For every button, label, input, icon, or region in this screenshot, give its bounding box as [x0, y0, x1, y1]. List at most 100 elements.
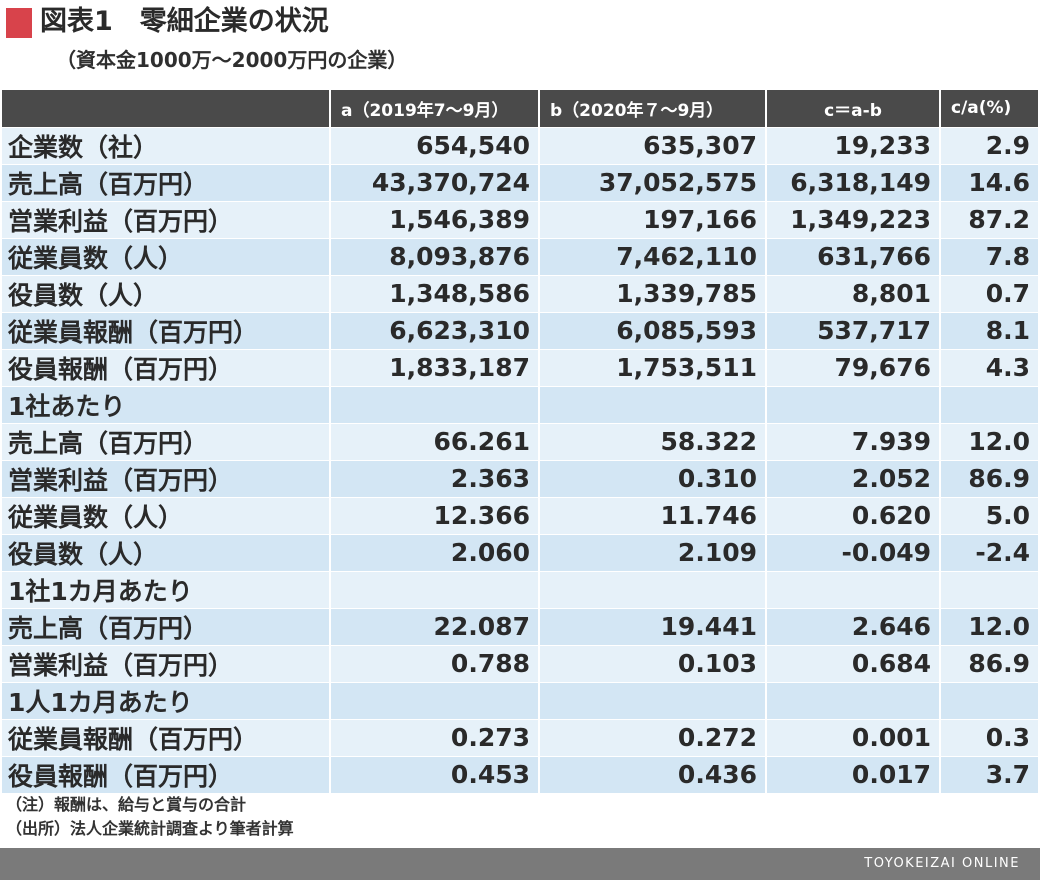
row-label: 営業利益（百万円） — [2, 644, 330, 682]
notes: （注）報酬は、給与と賞与の合計 （出所）法人企業統計調査より筆者計算 — [6, 793, 294, 841]
table-cell: 537,717 — [765, 311, 940, 349]
brand-text: TOYOKEIZAI ONLINE — [864, 856, 1020, 871]
table-cell: 4.3 — [939, 348, 1038, 386]
row-label: 売上高（百万円） — [2, 163, 330, 201]
row-label: 売上高（百万円） — [2, 607, 330, 645]
row-label: 企業数（社） — [2, 126, 330, 164]
table-cell: 79,676 — [765, 348, 940, 386]
table-cell: 1,546,389 — [329, 200, 539, 238]
table-cell: 1,833,187 — [329, 348, 539, 386]
table-row: 役員報酬（百万円） 0.453 0.436 0.017 3.7 — [2, 755, 1038, 793]
table-cell: 0.001 — [765, 718, 940, 756]
table-row: 売上高（百万円） 22.087 19.441 2.646 12.0 — [2, 607, 1038, 645]
table-cell: 0.103 — [538, 644, 766, 682]
table-cell: 0.017 — [765, 755, 940, 793]
table-cell: 5.0 — [939, 496, 1038, 534]
table-cell: 1,349,223 — [765, 200, 940, 238]
table-cell: 0.453 — [329, 755, 539, 793]
table-cell: 66.261 — [329, 422, 539, 460]
column-header-label — [2, 90, 330, 127]
table-cell — [939, 570, 1038, 608]
table-cell: 0.436 — [538, 755, 766, 793]
table-cell — [939, 681, 1038, 719]
table-cell: 12.0 — [939, 422, 1038, 460]
column-header-ratio: c/a(%) — [939, 90, 1038, 127]
table-cell — [538, 385, 766, 423]
table-cell: 19.441 — [538, 607, 766, 645]
row-label: 1人1カ月あたり — [2, 681, 330, 719]
row-label: 営業利益（百万円） — [2, 459, 330, 497]
table-cell: 8,801 — [765, 274, 940, 312]
table-cell: 197,166 — [538, 200, 766, 238]
table-row: 従業員数（人） 12.366 11.746 0.620 5.0 — [2, 496, 1038, 534]
table-cell — [329, 570, 539, 608]
table-cell: 8.1 — [939, 311, 1038, 349]
table-cell: 12.366 — [329, 496, 539, 534]
table-cell: 37,052,575 — [538, 163, 766, 201]
title-accent-mark — [6, 8, 32, 38]
row-label: 役員数（人） — [2, 533, 330, 571]
table-cell: 12.0 — [939, 607, 1038, 645]
table-cell: 2.9 — [939, 126, 1038, 164]
table-row: 1人1カ月あたり — [2, 681, 1038, 719]
table-row: 営業利益（百万円） 2.363 0.310 2.052 86.9 — [2, 459, 1038, 497]
table-cell: 1,339,785 — [538, 274, 766, 312]
table-cell: 0.684 — [765, 644, 940, 682]
table-cell: 7.8 — [939, 237, 1038, 275]
table-cell: 0.3 — [939, 718, 1038, 756]
table-row: 1社1カ月あたり — [2, 570, 1038, 608]
table-row: 売上高（百万円） 66.261 58.322 7.939 12.0 — [2, 422, 1038, 460]
page-subtitle: （資本金1000万～2000万円の企業） — [56, 48, 408, 72]
table-cell: 0.788 — [329, 644, 539, 682]
note-text: （注）報酬は、給与と賞与の合計 — [6, 795, 247, 814]
column-header-b: b（2020年７～9月） — [538, 90, 766, 127]
table-cell — [538, 570, 766, 608]
row-label: 役員報酬（百万円） — [2, 348, 330, 386]
table-cell: 0.620 — [765, 496, 940, 534]
table-cell: 631,766 — [765, 237, 940, 275]
table-cell: 2.646 — [765, 607, 940, 645]
table-cell: 2.109 — [538, 533, 766, 571]
column-header-a: a（2019年7～9月） — [329, 90, 539, 127]
table-row: 従業員報酬（百万円） 6,623,310 6,085,593 537,717 8.1 — [2, 311, 1038, 349]
table-cell: 0.310 — [538, 459, 766, 497]
page-title: 図表1 零細企業の状況 — [40, 6, 329, 37]
table-row: 営業利益（百万円） 1,546,389 197,166 1,349,223 87.2 — [2, 200, 1038, 238]
table-cell: 6,085,593 — [538, 311, 766, 349]
table-cell — [765, 385, 940, 423]
table-cell: 0.272 — [538, 718, 766, 756]
footer-bar: TOYOKEIZAI ONLINE — [0, 848, 1040, 880]
table-cell: -0.049 — [765, 533, 940, 571]
table-cell — [538, 681, 766, 719]
table-cell: 0.273 — [329, 718, 539, 756]
table-row: 営業利益（百万円） 0.788 0.103 0.684 86.9 — [2, 644, 1038, 682]
table-cell: 3.7 — [939, 755, 1038, 793]
table-cell: 2.363 — [329, 459, 539, 497]
source-text: （出所）法人企業統計調査より筆者計算 — [6, 819, 294, 838]
header-row: a（2019年7～9月） b（2020年７～9月） c＝a-b c/a(%) — [2, 90, 1038, 127]
table-cell: 635,307 — [538, 126, 766, 164]
column-header-c: c＝a-b — [765, 90, 940, 127]
table-cell — [329, 681, 539, 719]
table-body: 企業数（社） 654,540 635,307 19,233 2.9 売上高（百万円） 43,… — [2, 126, 1038, 793]
table-cell: 86.9 — [939, 459, 1038, 497]
table-cell — [939, 385, 1038, 423]
row-label: 従業員数（人） — [2, 237, 330, 275]
table-cell: 14.6 — [939, 163, 1038, 201]
table-cell: 11.746 — [538, 496, 766, 534]
table-row: 1社あたり — [2, 385, 1038, 423]
data-table: a（2019年7～9月） b（2020年７～9月） c＝a-b c/a(%) 企… — [2, 90, 1038, 793]
table-cell: 1,348,586 — [329, 274, 539, 312]
row-label: 従業員報酬（百万円） — [2, 311, 330, 349]
table-row: 役員数（人） 2.060 2.109 -0.049 -2.4 — [2, 533, 1038, 571]
table-cell: 7.939 — [765, 422, 940, 460]
table-cell: 2.052 — [765, 459, 940, 497]
row-label: 従業員報酬（百万円） — [2, 718, 330, 756]
table-cell: 86.9 — [939, 644, 1038, 682]
table-row: 売上高（百万円） 43,370,724 37,052,575 6,318,149 14.… — [2, 163, 1038, 201]
table-cell: 8,093,876 — [329, 237, 539, 275]
table-cell — [329, 385, 539, 423]
row-label: 役員報酬（百万円） — [2, 755, 330, 793]
table-cell: 22.087 — [329, 607, 539, 645]
table-cell: 87.2 — [939, 200, 1038, 238]
